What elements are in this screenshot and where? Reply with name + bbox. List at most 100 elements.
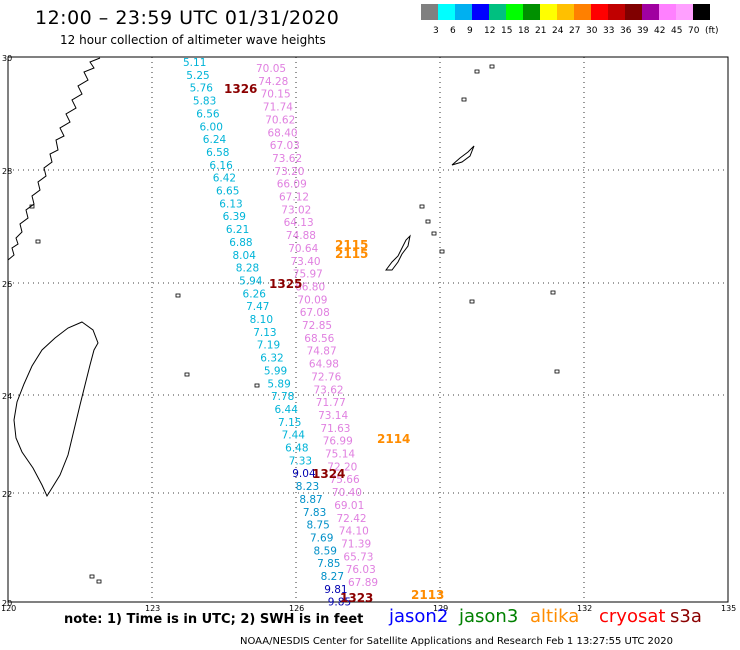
color-scale: 3 6 9 12 15 18 21 24 27 30 33 36 39 42 45 70 (ft): [421, 4, 719, 36]
wave-height-label: 8.28: [236, 263, 259, 275]
wave-height-label: 7.78: [271, 391, 294, 403]
lon-tick: 120: [1, 604, 16, 613]
credit-line: NOAA/NESDIS Center for Satellite Applica…: [240, 636, 673, 647]
wave-height-label: 64.13: [284, 217, 314, 229]
wave-height-label: 7.13: [253, 327, 276, 339]
islet: [96, 579, 102, 584]
wave-height-label: 6.44: [275, 404, 299, 416]
scale-swatch: [472, 4, 489, 20]
wave-height-label: 73.62: [314, 384, 344, 396]
wave-height-label: 72.85: [302, 320, 332, 332]
wave-height-label: 7.19: [257, 340, 280, 352]
wave-height-label: 70.05: [256, 63, 286, 75]
islet: [89, 574, 95, 579]
scale-label: 70: [688, 26, 700, 36]
wave-height-label: 67.03: [270, 140, 300, 152]
scale-label: (ft): [705, 26, 719, 36]
lon-tick: 129: [433, 604, 448, 613]
satellite-tracks: 5.115.255.765.836.566.006.246.586.166.42…: [183, 57, 378, 609]
china-coastline: [7, 57, 101, 261]
wave-height-label: 5.76: [190, 83, 214, 95]
islet: [29, 204, 35, 209]
scale-swatch: [676, 4, 693, 20]
pass-number: 1326: [224, 82, 257, 96]
wave-height-label: 64.98: [309, 359, 339, 371]
scale-label: 9: [467, 26, 473, 36]
legend-altika: altika: [530, 606, 580, 627]
legend-jason3: jason3: [459, 606, 519, 627]
taiwan-coastline: [13, 321, 99, 498]
wave-height-label: 70.64: [288, 243, 318, 255]
scale-label: 24: [552, 26, 564, 36]
wave-height-label: 74.10: [339, 526, 369, 538]
wave-height-label: 5.94: [239, 275, 263, 287]
pass-number: 2115: [335, 238, 368, 252]
wave-height-label: 70.62: [265, 114, 295, 126]
wave-height-label: 71.77: [316, 397, 346, 409]
pass-number: 1324: [312, 467, 345, 481]
islet: [431, 231, 437, 236]
wave-height-label: 71.63: [320, 423, 350, 435]
wave-height-label: 68.56: [304, 333, 334, 345]
scale-swatch: [642, 4, 659, 20]
islet: [474, 69, 480, 74]
map-subtitle: 12 hour collection of altimeter wave hei…: [60, 33, 326, 47]
wave-height-label: 72.76: [311, 371, 341, 383]
scale-label: 18: [518, 26, 530, 36]
wave-height-label: 9.85: [328, 597, 351, 609]
wave-height-label: 7.85: [317, 558, 340, 570]
wave-height-label: 6.56: [196, 108, 220, 120]
wave-height-label: 8.75: [306, 520, 329, 532]
scale-label: 12: [484, 26, 496, 36]
islet: [425, 219, 431, 224]
scale-swatch: [540, 4, 557, 20]
islet: [35, 239, 41, 244]
scale-label: 15: [501, 26, 513, 36]
legend-jason2: jason2: [389, 606, 449, 627]
scale-label: 6: [450, 26, 456, 36]
lat-tick: 26: [2, 280, 12, 289]
pass-number: 2113: [411, 588, 444, 602]
wave-height-label: 6.48: [285, 443, 308, 455]
scale-swatch: [693, 4, 710, 20]
map-grid: [8, 57, 728, 602]
wave-height-label: 71.39: [341, 538, 371, 550]
map-frame: [7, 56, 729, 603]
islet: [469, 299, 475, 304]
wave-height-label: 8.10: [250, 314, 273, 326]
wave-height-label: 6.13: [219, 198, 242, 210]
legend-s3a: s3a: [670, 606, 702, 627]
scale-swatch: [557, 4, 574, 20]
pass-number: 1323: [340, 591, 373, 605]
scale-swatch: [438, 4, 455, 20]
islet: [550, 290, 556, 295]
wave-height-label: 75.14: [325, 449, 355, 461]
pass-number: 2115: [335, 247, 368, 261]
wave-height-label: 6.42: [213, 173, 236, 185]
wave-height-label: 8.87: [299, 494, 322, 506]
wave-height-label: 72.42: [337, 513, 367, 525]
wave-height-label: 73.02: [281, 204, 311, 216]
wave-height-label: 67.89: [348, 577, 378, 589]
wave-height-label: 7.33: [289, 455, 312, 467]
wave-height-label: 9.04: [292, 468, 316, 480]
wave-height-label: 6.65: [216, 186, 239, 198]
scale-label: 21: [535, 26, 547, 36]
wave-height-label: 71.74: [263, 102, 293, 114]
wave-height-label: 6.26: [243, 288, 267, 300]
scale-label: 27: [569, 26, 581, 36]
wave-height-label: 67.08: [300, 307, 330, 319]
scale-swatch: [591, 4, 608, 20]
wave-height-label: 6.39: [223, 211, 246, 223]
lat-tick: 30: [2, 54, 12, 63]
lon-tick: 126: [289, 604, 304, 613]
wave-height-label: 5.89: [267, 378, 290, 390]
scale-label: 33: [603, 26, 615, 36]
wave-height-label: 8.59: [314, 545, 337, 557]
pass-number: 2114: [377, 432, 410, 446]
footnote: note: 1) Time is in UTC; 2) SWH is in fe…: [64, 612, 364, 627]
lon-tick: 135: [721, 604, 736, 613]
wave-height-label: 6.00: [200, 121, 223, 133]
